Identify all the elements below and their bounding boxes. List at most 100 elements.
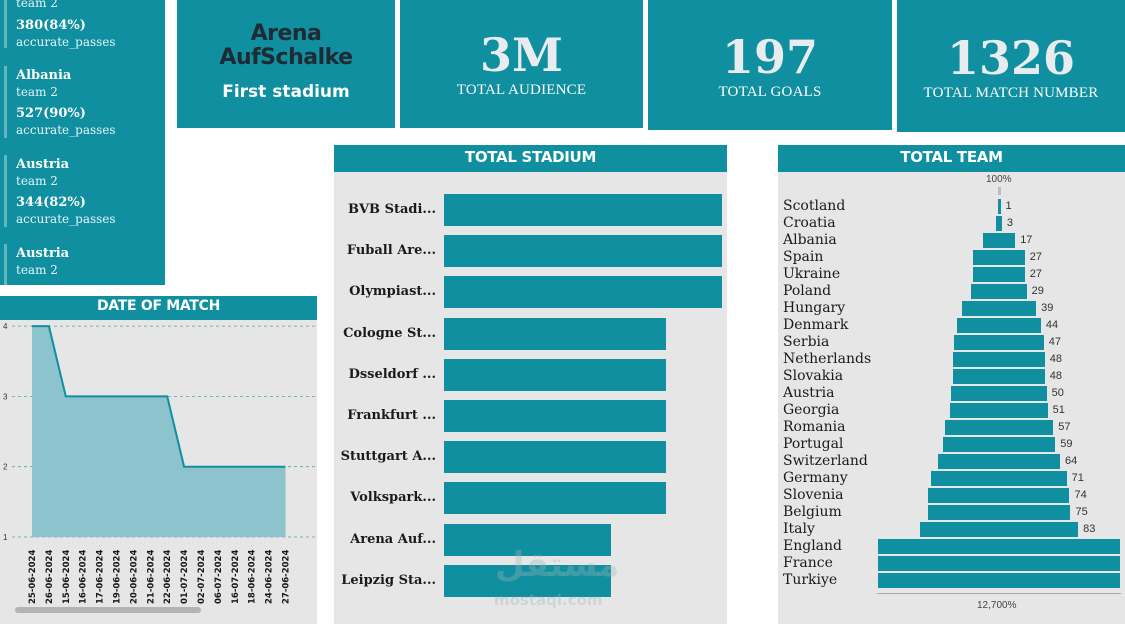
card-value: 380(84%) <box>16 18 86 33</box>
team-card-list[interactable]: team 2 380(84%) accurate_passes Albania … <box>0 0 165 285</box>
team-card: Albania team 2 527(90%) accurate_passes <box>16 67 116 138</box>
team-funnel-bar[interactable] <box>953 352 1045 367</box>
team-funnel-bar[interactable] <box>878 539 1120 554</box>
team-bar-value: 29 <box>1031 285 1044 297</box>
team-card: Austria team 2 <box>16 245 69 278</box>
stadium-bar-label: BVB Stadi... <box>347 202 436 217</box>
stadium-name-line2: AufSchalke <box>219 45 353 70</box>
total-match-label: TOTAL MATCH NUMBER <box>923 85 1099 101</box>
stadium-bar[interactable] <box>444 317 667 350</box>
team-card: team 2 380(84%) accurate_passes <box>16 0 116 50</box>
date-x-tick: 19-06-2024 <box>113 550 123 604</box>
team-funnel-bar[interactable] <box>961 301 1037 316</box>
date-x-tick: 24-06-2024 <box>265 550 275 604</box>
team-bar-label: Hungary <box>783 300 846 316</box>
team-funnel-bar[interactable] <box>928 488 1070 503</box>
date-of-match-chart: 1 2 3 4 25-06-2024 26-06-2024 15-06-2024 16-06-… <box>3 322 317 604</box>
team-bar-value: 74 <box>1074 489 1087 501</box>
team-funnel-bar[interactable] <box>957 318 1041 333</box>
title-underline <box>334 169 727 172</box>
total-audience-value: 3M <box>480 28 563 82</box>
team-funnel-bar[interactable] <box>938 454 1060 469</box>
stadium-bar-label: Stuttgart A... <box>340 449 436 465</box>
funnel-bottom-axis <box>877 593 1121 594</box>
team-funnel-bar[interactable] <box>973 250 1025 265</box>
card-accent-bar <box>4 244 7 285</box>
team-bar-label: Italy <box>783 521 815 537</box>
team-bar-label: Slovakia <box>783 368 844 384</box>
stadium-bar[interactable] <box>444 482 667 515</box>
stadium-bar-label: Frankfurt ... <box>347 408 436 423</box>
team-funnel-bar[interactable] <box>982 233 1016 248</box>
stadium-bar[interactable] <box>444 235 722 268</box>
date-x-tick: 25-06-2024 <box>28 550 38 604</box>
stadium-bar[interactable] <box>444 194 722 226</box>
team-bar-value: 57 <box>1058 421 1071 433</box>
card-metric: accurate_passes <box>16 123 116 137</box>
team-funnel-bar[interactable] <box>878 573 1120 588</box>
stadium-bar-label: Arena Auf... <box>350 531 436 547</box>
stadium-bar-label: Leipzig Sta... <box>341 572 436 588</box>
team-funnel-bar[interactable] <box>944 420 1054 435</box>
team-bar-value: 50 <box>1051 387 1064 399</box>
card-country: Albania <box>16 68 72 83</box>
team-funnel-bar[interactable] <box>997 199 1001 214</box>
card-metric: accurate_passes <box>16 35 116 49</box>
date-y-tick: 3 <box>3 392 8 401</box>
team-funnel-bar[interactable] <box>954 335 1044 350</box>
team-funnel-bar[interactable] <box>878 556 1120 571</box>
horizontal-scrollbar[interactable] <box>15 607 201 613</box>
team-funnel-bar[interactable] <box>973 267 1025 282</box>
card-metric: accurate_passes <box>16 212 116 226</box>
team-bar-label: Austria <box>783 385 835 401</box>
team-bar-value: 3 <box>1006 217 1013 229</box>
date-x-tick: 06-07-2024 <box>214 550 224 604</box>
team-funnel-bar[interactable] <box>971 284 1027 299</box>
team-funnel-bar[interactable] <box>927 505 1071 520</box>
stadium-bar[interactable] <box>444 523 611 556</box>
team-bar-label: Croatia <box>783 215 836 231</box>
date-x-tick: 20-06-2024 <box>129 550 139 604</box>
team-funnel-bar[interactable] <box>950 403 1048 418</box>
watermark-url: mostaql.com <box>494 591 603 609</box>
team-bar-label: Switzerland <box>783 453 868 469</box>
team-bar-value: 59 <box>1060 438 1073 450</box>
team-funnel-bar[interactable] <box>942 437 1056 452</box>
team-bar-value: 27 <box>1029 251 1042 263</box>
date-x-tick: 01-07-2024 <box>180 550 190 604</box>
team-bar-label: Belgium <box>783 504 842 520</box>
total-goals-value: 197 <box>721 30 819 84</box>
stadium-bar[interactable] <box>444 358 667 391</box>
date-x-tick: 21-06-2024 <box>146 550 156 604</box>
total-match-card: 1326 TOTAL MATCH NUMBER <box>897 0 1125 132</box>
stadium-bar-label: Dsseldorf ... <box>348 366 436 382</box>
stadium-bar[interactable] <box>444 441 667 474</box>
card-team: team 2 <box>16 85 58 99</box>
date-x-tick: 02-07-2024 <box>197 550 207 604</box>
team-bar-label: England <box>783 538 843 554</box>
watermark-logo: مستقل <box>495 545 620 585</box>
total-goals-card: 197 TOTAL GOALS <box>648 0 892 130</box>
team-bar-label: Denmark <box>783 317 849 333</box>
team-bar-label: Georgia <box>783 402 840 418</box>
team-bar-value: 64 <box>1064 455 1078 467</box>
team-funnel-bar[interactable] <box>919 522 1079 537</box>
team-funnel-bar[interactable] <box>953 369 1045 384</box>
total-audience-card: 3M TOTAL AUDIENCE <box>400 0 643 128</box>
date-of-match-title: DATE OF MATCH <box>0 296 317 317</box>
stadium-bar[interactable] <box>444 276 722 309</box>
team-bar-label: Serbia <box>783 334 830 350</box>
team-bar-label: Turkiye <box>783 572 838 588</box>
team-bar-value: 39 <box>1041 302 1054 314</box>
funnel-top-marker <box>998 187 1001 195</box>
stadium-bar[interactable] <box>444 564 611 597</box>
date-x-tick: 16-07-2024 <box>231 550 241 604</box>
stadium-bar-label: Fuball Are... <box>346 243 436 259</box>
team-funnel-bar[interactable] <box>951 386 1047 401</box>
team-bar-value: 75 <box>1075 506 1088 518</box>
team-funnel-bar[interactable] <box>931 471 1067 486</box>
team-funnel-bar[interactable] <box>996 216 1002 231</box>
date-y-tick: 2 <box>3 463 8 472</box>
stadium-bar[interactable] <box>444 400 667 432</box>
card-country: Austria <box>16 157 70 172</box>
